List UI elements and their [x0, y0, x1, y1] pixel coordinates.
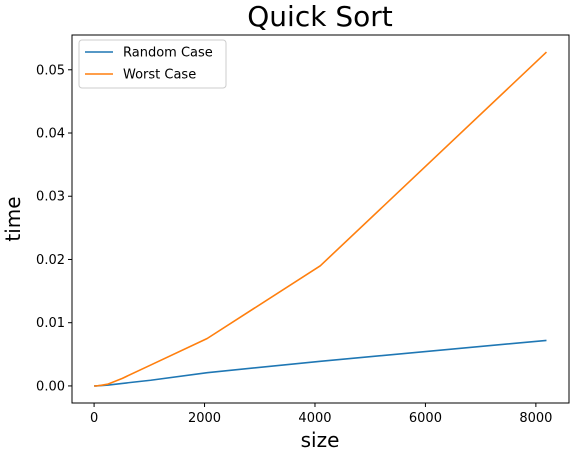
x-axis-ticks: 0 2000 4000 6000 8000 [90, 403, 552, 426]
legend-label: Worst Case [123, 68, 196, 83]
y-tick-label: 0.00 [36, 379, 65, 394]
series-line-worst-case [93, 51, 548, 387]
y-tick-label: 0.05 [36, 63, 65, 78]
x-tick-label: 6000 [409, 411, 442, 426]
chart-title: Quick Sort [247, 0, 392, 33]
y-tick-label: 0.01 [36, 316, 65, 331]
x-tick-label: 2000 [188, 411, 221, 426]
x-tick-label: 0 [90, 411, 98, 426]
y-axis-ticks: 0.00 0.01 0.02 0.03 0.04 0.05 [36, 63, 72, 394]
y-tick-label: 0.02 [36, 253, 65, 268]
series-line-random-case [93, 339, 547, 387]
y-tick-label: 0.04 [36, 127, 65, 142]
y-axis-title: time [1, 196, 25, 241]
legend-label: Random Case [123, 46, 213, 61]
x-tick-label: 8000 [519, 411, 552, 426]
plot-area-frame [71, 34, 570, 404]
legend-box [78, 39, 227, 89]
x-axis-title: size [301, 428, 340, 452]
y-tick-label: 0.03 [36, 190, 65, 205]
legend: Random Case Worst Case [78, 39, 227, 89]
x-tick-label: 4000 [298, 411, 331, 426]
